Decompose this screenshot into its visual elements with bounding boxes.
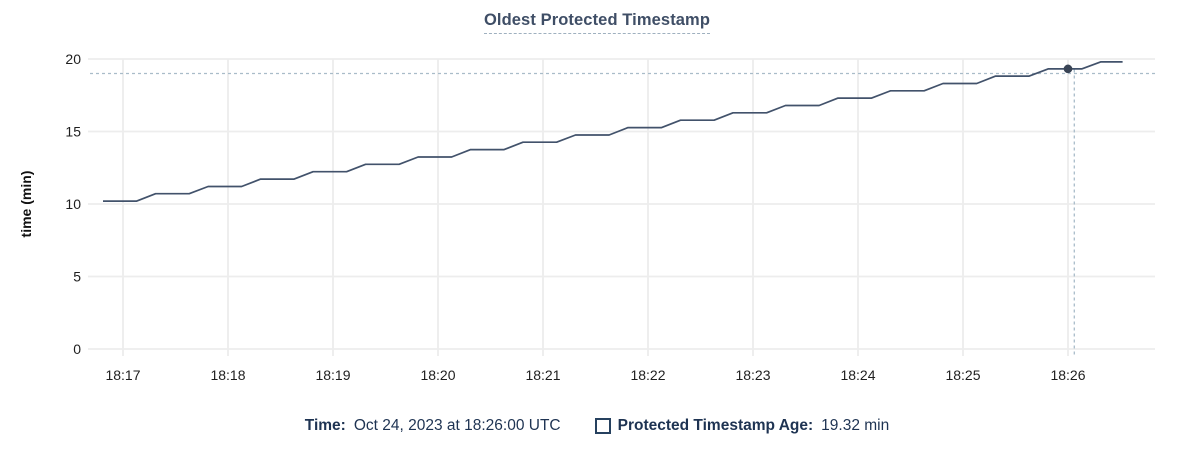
y-tick-label: 0 xyxy=(73,341,81,357)
hover-legend: Time: Oct 24, 2023 at 18:26:00 UTC Protec… xyxy=(0,417,1194,435)
hover-time: Time: Oct 24, 2023 at 18:26:00 UTC xyxy=(305,417,561,435)
hover-point-dot xyxy=(1063,64,1073,74)
chart-title[interactable]: Oldest Protected Timestamp xyxy=(483,11,711,34)
y-tick-label: 15 xyxy=(65,124,81,140)
x-tick-label: 18:25 xyxy=(945,367,980,383)
x-tick-label: 18:24 xyxy=(840,367,875,383)
y-tick-label: 20 xyxy=(65,51,81,67)
x-tick-label: 18:23 xyxy=(735,367,770,383)
x-tick-label: 18:17 xyxy=(105,367,140,383)
x-tick-label: 18:26 xyxy=(1050,367,1085,383)
x-tick-label: 18:20 xyxy=(420,367,455,383)
series-value: 19.32 min xyxy=(821,417,890,434)
chart-title-row: Oldest Protected Timestamp xyxy=(0,11,1194,34)
hover-time-value: Oct 24, 2023 at 18:26:00 UTC xyxy=(353,417,561,434)
y-axis-label: time (min) xyxy=(18,171,34,238)
x-tick-label: 18:22 xyxy=(630,367,665,383)
series-line xyxy=(103,61,1123,202)
series-checkbox-icon[interactable] xyxy=(594,418,611,434)
x-tick-label: 18:18 xyxy=(210,367,245,383)
x-tick-label: 18:19 xyxy=(315,367,350,383)
y-tick-label: 5 xyxy=(73,269,81,285)
y-tick-label: 10 xyxy=(65,196,81,212)
series-name-label: Protected Timestamp Age: xyxy=(617,417,814,434)
series-legend-toggle[interactable]: Protected Timestamp Age: 19.32 min xyxy=(594,417,890,435)
hover-time-label: Time: xyxy=(304,417,346,434)
x-tick-label: 18:21 xyxy=(525,367,560,383)
